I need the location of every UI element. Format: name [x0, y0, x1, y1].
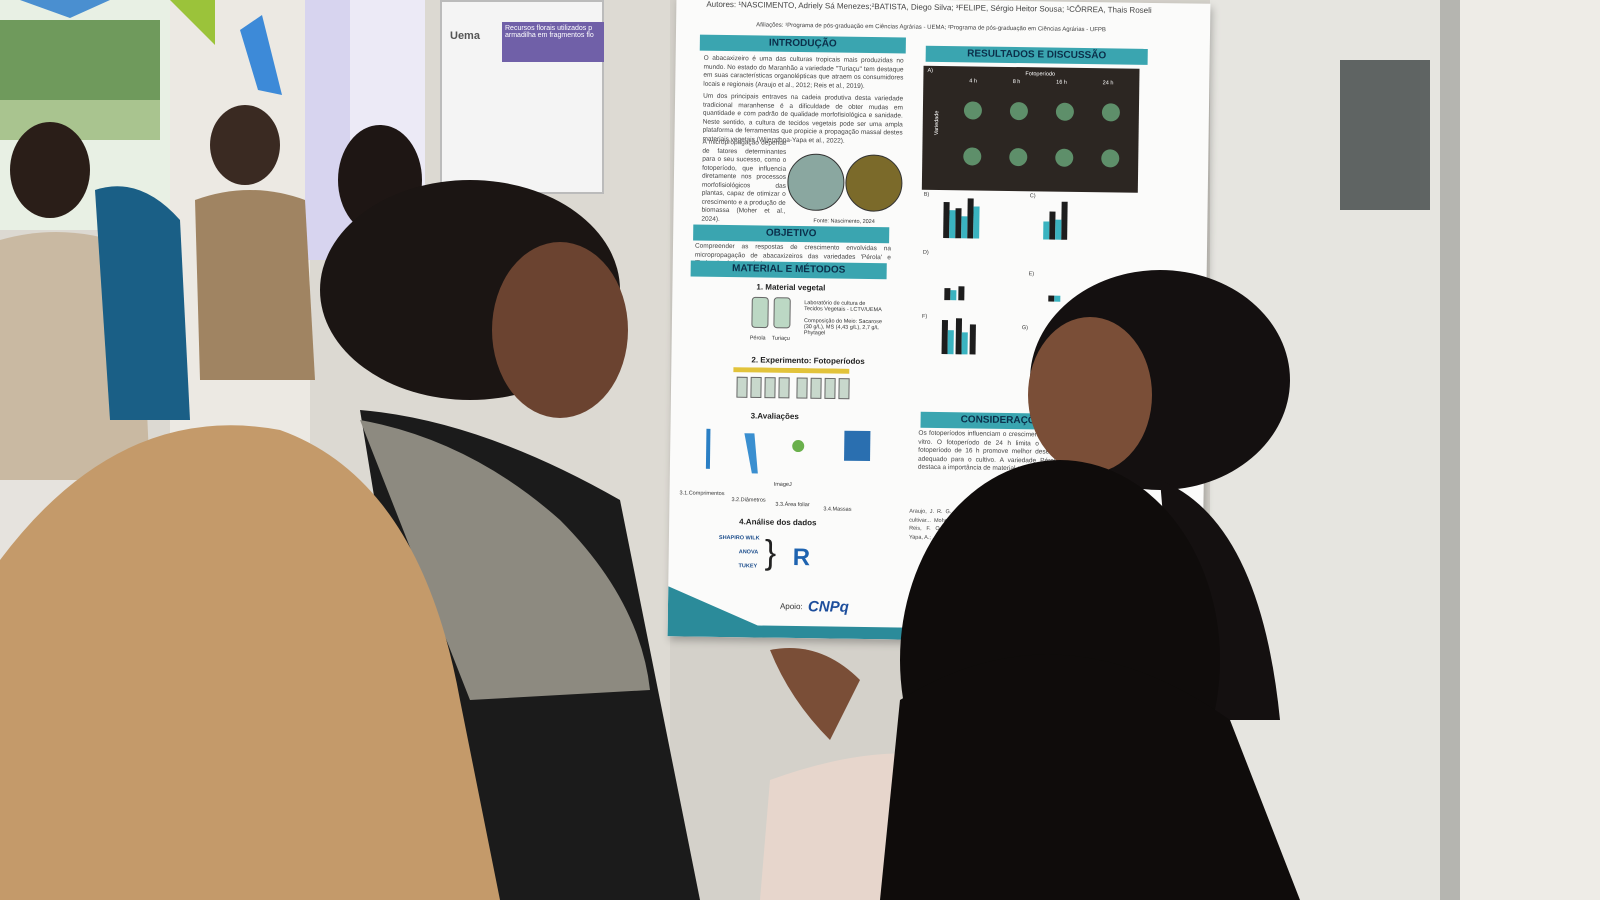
jars [751, 296, 791, 329]
leaf [792, 440, 805, 453]
jar [773, 297, 791, 329]
bunting [170, 0, 215, 45]
evaluation-icons [705, 428, 871, 474]
bunting [20, 0, 110, 18]
frame [1440, 0, 1460, 900]
poster-title: Recursos florais utilizados p armadilha … [502, 22, 604, 62]
photos [787, 153, 903, 212]
floor-wall [1460, 0, 1600, 900]
presenter [770, 270, 1290, 740]
balance [844, 430, 871, 462]
jar [751, 296, 769, 329]
title-line: armadilha em fragmentos flo [505, 32, 594, 39]
photoperiod-jars [733, 367, 850, 400]
dark-hair-person [760, 460, 1300, 900]
side-poster [1340, 60, 1430, 210]
light-bar [733, 367, 850, 374]
ruler [705, 428, 711, 469]
plant-grid [963, 101, 1120, 168]
poster: Autores: ¹NASCIMENTO, Adriely Sá Menezes… [667, 0, 1211, 644]
footer-stripe [667, 586, 1202, 644]
lantern [240, 15, 282, 95]
title-line: Recursos florais utilizados p [505, 25, 593, 32]
bar-figures [941, 198, 1068, 355]
blonde-person [0, 425, 500, 900]
footer-band [667, 586, 1202, 644]
trees [0, 20, 160, 100]
caliper [744, 433, 758, 474]
photo [845, 154, 903, 212]
background-people [0, 105, 422, 480]
photo [787, 153, 845, 211]
panel [305, 0, 355, 260]
logo: Uema [450, 30, 480, 42]
